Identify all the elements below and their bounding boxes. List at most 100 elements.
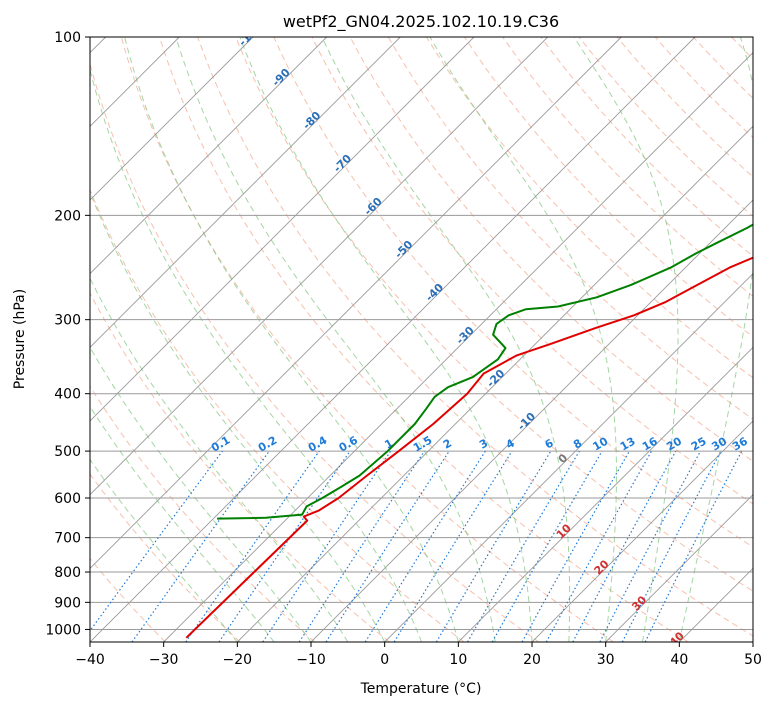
moist-adiabat-line xyxy=(678,37,753,642)
isotherm-line xyxy=(90,37,622,569)
temperature-profile-line xyxy=(185,256,753,639)
isotherm-line xyxy=(310,199,753,642)
isotherm-label: -90 xyxy=(270,66,293,89)
x-tick-label: 0 xyxy=(380,652,389,668)
mixing-ratio-line xyxy=(90,450,223,632)
y-tick-label: 400 xyxy=(54,387,81,403)
moist-adiabat-line xyxy=(90,346,312,642)
isotherm-line xyxy=(90,37,696,642)
mixing-ratio-line xyxy=(599,450,702,642)
dry-adiabat-line xyxy=(197,37,753,637)
moist-adiabats xyxy=(90,37,753,642)
dry-adiabat-line xyxy=(90,385,316,642)
sounding-profiles xyxy=(185,223,753,639)
mixing-ratio-line xyxy=(521,450,631,642)
dry-adiabat-line xyxy=(90,292,390,642)
x-tick-label: 10 xyxy=(449,652,467,668)
dry-adiabat-line xyxy=(616,37,753,178)
dry-adiabat-line xyxy=(425,37,753,379)
y-axis-ticks: 100 200 300 400 500 600 700 800 900 1000 xyxy=(45,30,90,638)
x-tick-label: −20 xyxy=(223,652,253,668)
mixing-ratio-line xyxy=(218,450,351,642)
positive-isotherm-label: 40 xyxy=(667,629,687,649)
isotherm-label: -70 xyxy=(331,152,354,175)
isotherm-line xyxy=(458,346,753,642)
moist-adiabat-line xyxy=(321,37,571,642)
positive-isotherm-label: 10 xyxy=(554,521,574,541)
isotherm-line xyxy=(384,273,753,642)
dry-adiabat-line xyxy=(540,37,753,257)
isotherm-line xyxy=(237,125,753,642)
mixing-ratio-line xyxy=(545,450,653,642)
dry-adiabat-line xyxy=(120,37,614,642)
isotherm-line xyxy=(90,37,401,348)
isotherm-line xyxy=(90,37,254,201)
dewpoint-profile-line xyxy=(217,223,753,520)
isotherm-label: -50 xyxy=(392,238,415,261)
isotherm-line xyxy=(90,37,327,275)
isotherm-line xyxy=(605,494,753,642)
isotherm-line xyxy=(90,37,548,496)
y-tick-label: 300 xyxy=(54,313,81,329)
mixing-ratio-label: 2 xyxy=(441,437,454,452)
dry-adiabat-line xyxy=(387,37,753,420)
x-axis-title: Temperature (°C) xyxy=(360,681,482,697)
y-tick-label: 100 xyxy=(54,30,81,46)
isotherm-label: -40 xyxy=(423,281,446,304)
x-axis-ticks: −40 −30 −20 −10 0 10 20 30 40 50 xyxy=(75,642,762,668)
mixing-ratio-line xyxy=(435,450,552,642)
y-tick-label: 800 xyxy=(54,565,81,581)
plot-area: 0.1 0.2 0.4 0.6 1 1.5 2 3 4 6 8 10 13 16 20 25 30 36-100-… xyxy=(90,20,775,649)
positive-isotherm-label: 30 xyxy=(629,593,649,613)
chart-title: wetPf2_GN04.2025.102.10.19.C36 xyxy=(283,12,559,32)
mixing-ratio-lines xyxy=(90,450,743,642)
isotherm-line xyxy=(679,567,753,642)
y-tick-label: 900 xyxy=(54,595,81,611)
dry-adiabat-line xyxy=(578,37,753,218)
dry-adiabat-line xyxy=(349,37,753,462)
isotherm-label: -20 xyxy=(484,367,507,390)
mixing-ratio-label: 6 xyxy=(543,436,556,451)
y-tick-label: 200 xyxy=(54,208,81,224)
moist-adiabat-line xyxy=(90,405,275,642)
isotherm-label: -80 xyxy=(300,109,323,132)
x-tick-label: 20 xyxy=(523,652,541,668)
isotherm-line xyxy=(90,37,475,422)
dry-adiabat-line xyxy=(235,37,753,592)
dry-adiabat-line xyxy=(770,37,775,642)
dry-adiabat-line xyxy=(692,37,753,99)
y-tick-label: 500 xyxy=(54,444,81,460)
mixing-ratio-label: 4 xyxy=(504,436,517,451)
isotherm-line xyxy=(531,420,753,642)
x-tick-label: 50 xyxy=(744,652,762,668)
dry-adiabat-line xyxy=(464,37,753,338)
x-tick-label: −30 xyxy=(149,652,179,668)
isotherm-line xyxy=(752,641,753,642)
y-tick-label: 600 xyxy=(54,491,81,507)
x-tick-label: 30 xyxy=(597,652,615,668)
moist-adiabat-line xyxy=(429,37,617,642)
isotherm-line xyxy=(163,52,753,642)
isotherm-label: -10 xyxy=(515,410,538,433)
dry-adiabat-line xyxy=(311,37,753,505)
mixing-ratio-line xyxy=(325,450,450,642)
y-tick-label: 1000 xyxy=(45,622,81,638)
dry-adiabat-line xyxy=(654,37,753,139)
isotherm-label: -30 xyxy=(454,324,477,347)
isotherms xyxy=(90,37,753,642)
moist-adiabat-line xyxy=(124,37,459,642)
x-tick-label: −40 xyxy=(75,652,105,668)
dry-adiabat-line xyxy=(273,37,753,548)
moist-adiabat-line xyxy=(90,458,238,642)
dry-adiabat-line xyxy=(502,37,753,297)
dry-adiabat-line xyxy=(90,188,465,642)
dry-adiabat-line xyxy=(90,473,241,642)
y-axis-title: Pressure (hPa) xyxy=(12,289,28,389)
moist-adiabat-line xyxy=(90,277,349,642)
plot-frame xyxy=(89,36,754,643)
moist-adiabat-line xyxy=(239,37,533,642)
isotherm-label: -100 xyxy=(236,20,265,49)
moist-adiabat-line xyxy=(175,37,496,642)
mixing-ratio-line xyxy=(185,450,320,642)
